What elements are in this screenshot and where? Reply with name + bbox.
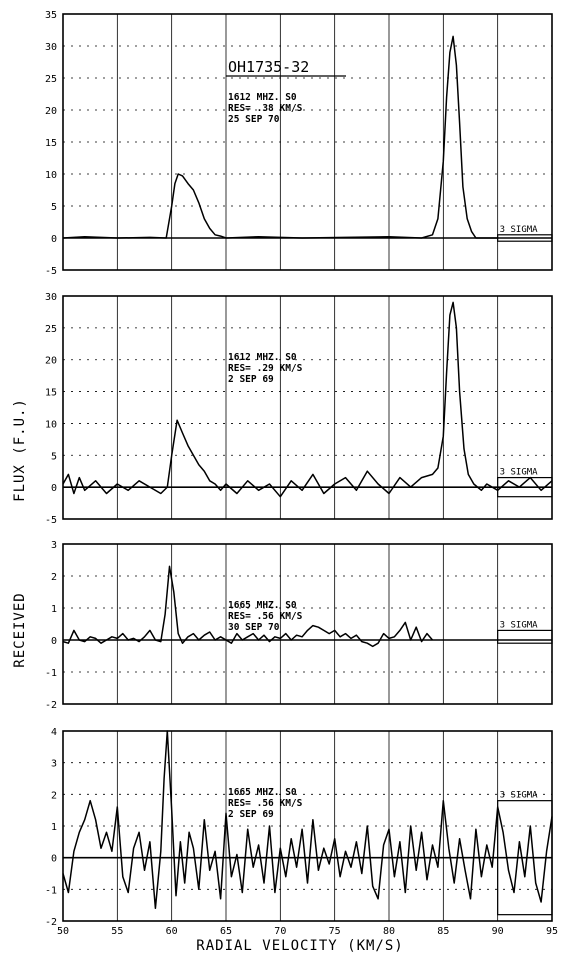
x-tick-label: 85 [437,926,449,937]
y-tick-label: 30 [45,42,57,53]
y-tick-label: 5 [51,202,57,213]
panel-frame [62,543,553,705]
y-tick-label: 30 [45,292,57,303]
annotation-line: 1612 MHZ. S0 [228,92,297,103]
y-tick-label: 25 [45,74,57,85]
y-tick-label: 20 [45,106,57,117]
y-tick-label: 1 [51,604,57,615]
annotation-line: 2 SEP 69 [228,374,274,385]
annotation-line: RES= .56 KM/S [228,611,303,622]
annotation-line: 1665 MHZ. S0 [228,787,297,798]
sigma-box [497,476,553,498]
sigma-box [497,800,553,916]
panel-1: -5 0 5 10 15 20 25 30 35 3 SIGMA OH1735-32 1612 MHZ… [45,10,553,277]
sigma-label: 3 SIGMA [500,468,539,478]
x-tick-label: 95 [546,926,558,937]
y-tick-label: 25 [45,324,57,335]
source-label: OH1735-32 [228,58,309,76]
y-tick-label: 3 [51,759,57,770]
annotation-line: RES= .56 KM/S [228,798,303,809]
y-tick-label: 0 [51,483,57,494]
y-tick-label: 0 [51,234,57,245]
y-tick-label: 10 [45,419,57,430]
y-tick-label: -2 [45,700,57,711]
x-tick-label: 70 [274,926,286,937]
sigma-label: 3 SIGMA [500,620,539,630]
annotation-line: 2 SEP 69 [228,809,274,820]
annotation-line: 1612 MHZ. S0 [228,352,297,363]
y-axis-label-received: RECEIVED [12,592,28,667]
x-tick-label: 60 [166,926,178,937]
y-tick-label: -5 [45,515,57,526]
annotation-line: 25 SEP 70 [228,114,280,125]
y-tick-label: 4 [51,727,57,738]
y-tick-label: 20 [45,356,57,367]
x-tick-label: 90 [492,926,504,937]
sigma-box [497,629,553,644]
y-tick-label: 2 [51,572,57,583]
x-axis-label: RADIAL VELOCITY (KM/S) [196,938,403,954]
y-tick-label: 5 [51,451,57,462]
y-tick-label: 2 [51,790,57,801]
annotation-line: RES= .38 KM/S [228,103,303,114]
sigma-label: 3 SIGMA [500,791,539,801]
spectrum-line-4 [62,730,553,910]
x-tick-label: 75 [329,926,341,937]
y-tick-label: 15 [45,388,57,399]
annotation-line: 1665 MHZ. S0 [228,600,297,611]
y-tick-label: -2 [45,917,57,928]
y-axis-label-flux: FLUX (F.U.) [12,398,28,502]
y-tick-label: 0 [51,854,57,865]
y-tick-label: -5 [45,266,57,277]
y-tick-label: -1 [45,668,57,679]
x-tick-label: 80 [383,926,395,937]
y-tick-label: 1 [51,822,57,833]
y-tick-label: 15 [45,138,57,149]
spectrum-line-1 [62,35,498,239]
spectrum-line-2 [62,301,553,498]
y-tick-label: 10 [45,170,57,181]
x-tick-label: 65 [220,926,232,937]
y-tick-label: 0 [51,636,57,647]
annotation-line: 30 SEP 70 [228,622,280,633]
panel-frame [62,13,553,271]
x-tick-label: 50 [57,926,69,937]
y-tick-label: 3 [51,540,57,551]
sigma-label: 3 SIGMA [500,225,539,235]
spectrum-line-3 [62,565,434,648]
y-tick-label: 35 [45,10,57,21]
panel-frame [62,295,553,520]
y-tick-label: -1 [45,885,57,896]
annotation-line: RES= .29 KM/S [228,363,303,374]
panel-4: -2 -1 0 1 2 3 4 50 55 60 65 70 75 80 85 90 95 3 SIGMA 1665… [45,727,558,937]
x-tick-label: 55 [111,926,123,937]
